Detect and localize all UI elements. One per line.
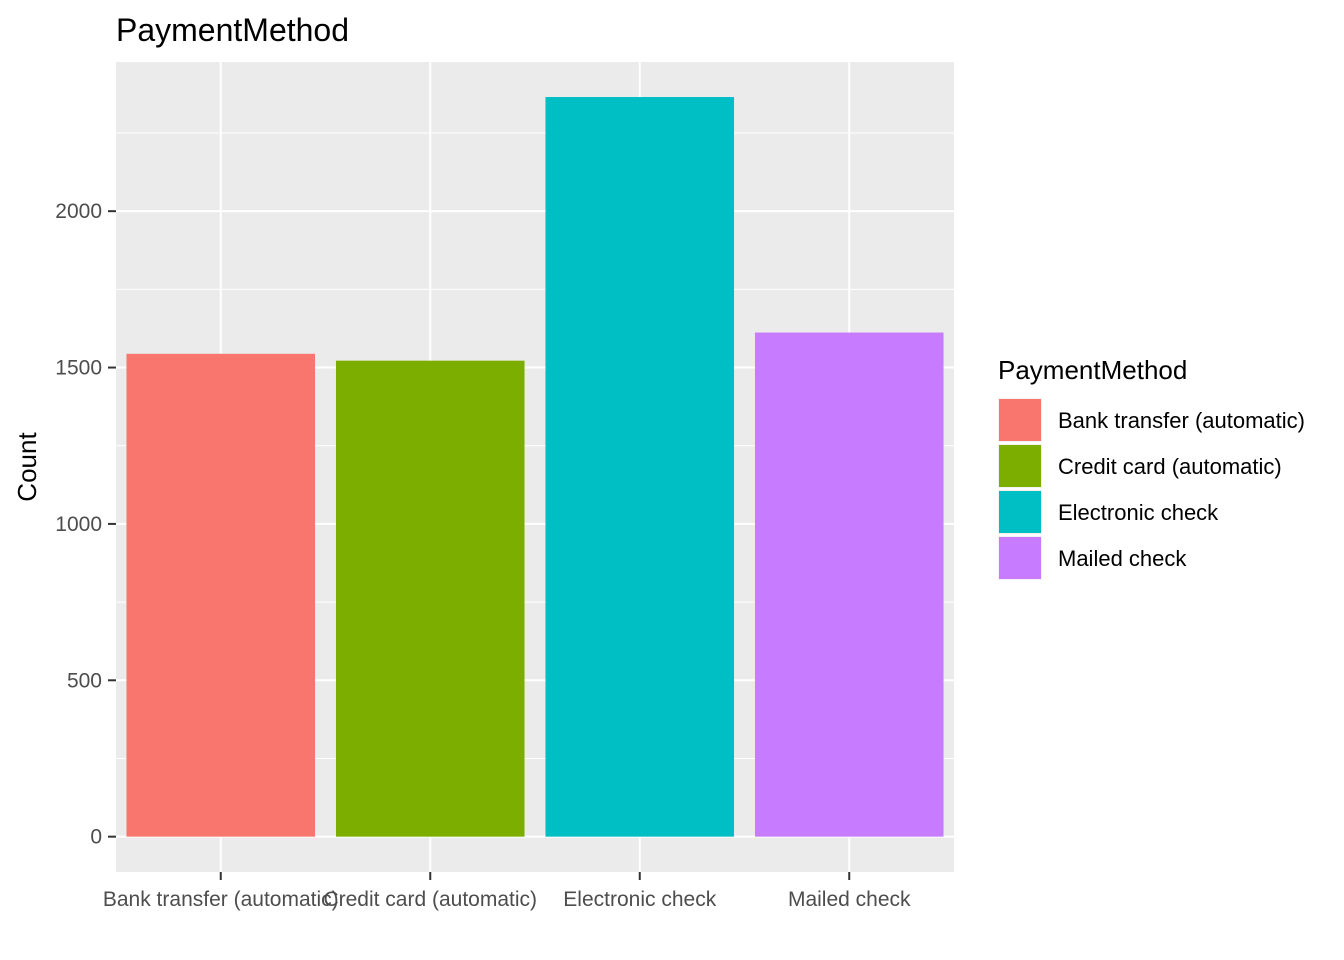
y-axis-title: Count <box>12 432 42 502</box>
bar-mailed-check <box>754 332 944 837</box>
chart-title: PaymentMethod <box>116 12 349 48</box>
x-tick-label: Credit card (automatic) <box>323 888 537 911</box>
legend-label: Mailed check <box>1058 546 1187 571</box>
bar-bank-transfer-automatic <box>126 353 316 837</box>
legend-label: Electronic check <box>1058 500 1219 525</box>
legend-title: PaymentMethod <box>998 355 1187 385</box>
legend-swatch <box>999 491 1041 533</box>
x-tick-label: Electronic check <box>563 888 716 911</box>
x-tick-label: Mailed check <box>788 888 911 911</box>
legend: PaymentMethod Bank transfer (automatic) C… <box>998 355 1305 580</box>
y-tick-label: 1500 <box>55 357 102 380</box>
y-tick-label: 0 <box>90 826 102 849</box>
legend-swatch <box>999 537 1041 579</box>
y-axis: 0 500 1000 1500 2000 <box>55 200 116 849</box>
y-tick-label: 1000 <box>55 513 102 536</box>
bars <box>126 97 944 837</box>
bar-credit-card-automatic <box>335 360 525 837</box>
legend-label: Bank transfer (automatic) <box>1058 408 1305 433</box>
y-tick-label: 500 <box>67 669 102 692</box>
bar-electronic-check <box>545 97 735 837</box>
legend-swatch <box>999 445 1041 487</box>
x-tick-label: Bank transfer (automatic) <box>103 888 339 911</box>
legend-items: Bank transfer (automatic) Credit card (au… <box>998 398 1305 580</box>
legend-swatch <box>999 399 1041 441</box>
x-axis: Bank transfer (automatic)Credit card (au… <box>103 872 911 911</box>
y-tick-label: 2000 <box>55 200 102 223</box>
legend-label: Credit card (automatic) <box>1058 454 1282 479</box>
